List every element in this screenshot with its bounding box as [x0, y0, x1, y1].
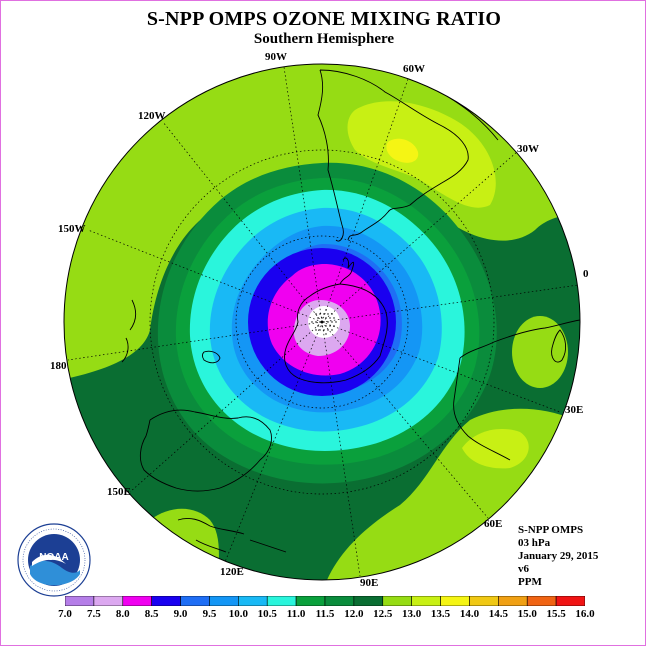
colorbar-tick-label: 7.0 [58, 608, 72, 620]
south-america-coast [317, 69, 469, 242]
map-title: S-NPP OMPS OZONE MIXING RATIO [146, 8, 502, 30]
band-13-0-top [347, 101, 496, 208]
info-date: January 29, 2015 [518, 550, 599, 562]
indonesia-coast [177, 517, 287, 553]
graticule [67, 66, 579, 577]
lon-label-180: 180 [50, 360, 67, 372]
colorbar-tick-label: 12.0 [344, 608, 364, 620]
colorbar-swatch [353, 596, 384, 606]
colorbar-tick-label: 10.5 [257, 608, 277, 620]
info-block: S-NPP OMPS 03 hPa January 29, 2015 v6 PP… [518, 524, 598, 589]
africa-coast [453, 319, 580, 461]
colorbar-tick-label: 15.5 [546, 608, 566, 620]
colorbar-swatch [469, 596, 499, 606]
colorbar-swatch [382, 596, 412, 606]
map-subtitle: Southern Hemisphere [253, 31, 395, 47]
colorbar-swatch [324, 596, 355, 606]
colorbar-swatch [555, 596, 585, 606]
colorbar-swatch [122, 596, 152, 606]
colorbar [65, 596, 585, 606]
colorbar-swatch [209, 596, 239, 606]
colorbar-swatch [65, 596, 95, 606]
colorbar-swatch [411, 596, 441, 606]
colorbar-swatch [151, 596, 181, 606]
colorbar-tick-label: 14.0 [459, 608, 480, 620]
lon-label-150e: 150E [107, 486, 131, 498]
madagascar-coast [551, 329, 567, 363]
info-units: PPM [518, 576, 542, 588]
colorbar-swatch [440, 596, 470, 606]
lon-label-90e: 90E [360, 577, 379, 589]
polar-gap-dots [311, 309, 337, 335]
colorbar-swatch [238, 596, 268, 606]
australia-coast [139, 409, 272, 492]
colorbar-tick-label: 13.0 [402, 608, 422, 620]
colorbar-tick-label: 10.0 [228, 608, 248, 620]
lon-label-30e: 30E [565, 404, 584, 416]
colorbar-tick-label: 14.5 [488, 608, 508, 620]
antarctic-peninsula [339, 257, 355, 285]
lon-label-120e: 120E [220, 566, 244, 578]
noaa-logo-text: NOAA [39, 552, 68, 563]
band-12-5-east [512, 316, 568, 388]
lon-label-120w: 120W [138, 110, 166, 122]
colorbar-swatch [266, 596, 297, 606]
lon-label-30w: 30W [517, 143, 539, 155]
coastlines [121, 69, 580, 553]
colorbar-tick-label: 13.5 [430, 608, 451, 620]
colorbar-tick-label: 9.5 [202, 608, 217, 620]
tasmania-coast [202, 350, 221, 364]
colorbar-tick-label: 8.0 [115, 608, 130, 620]
colorbar-tick-label: 8.5 [144, 608, 159, 620]
lon-label-0: 0 [583, 268, 589, 280]
colorbar-swatch [498, 596, 528, 606]
info-instrument: S-NPP OMPS [518, 524, 584, 536]
colorbar-tick-label: 9.0 [173, 608, 188, 620]
colorbar-tick-label: 7.5 [87, 608, 101, 620]
new-zealand-coast [121, 299, 137, 363]
band-12-5-outer [64, 64, 580, 380]
lon-label-60e: 60E [484, 518, 503, 530]
colorbar-tick-label: 11.0 [286, 608, 306, 620]
antarctica-coast [284, 283, 388, 384]
colorbar-swatch [180, 596, 210, 606]
noaa-logo: NOAA [17, 523, 91, 597]
colorbar-swatch [295, 596, 326, 606]
colorbar-tick-label: 16.0 [575, 608, 595, 620]
lon-label-60w: 60W [403, 63, 425, 75]
colorbar-swatch [526, 596, 557, 606]
info-version: v6 [518, 563, 529, 575]
colorbar-swatch [93, 596, 124, 606]
colorbar-tick-label: 12.5 [373, 608, 393, 620]
info-pressure-level: 03 hPa [518, 537, 551, 549]
lon-label-150w: 150W [58, 223, 86, 235]
colorbar-tick-label: 11.5 [315, 608, 335, 620]
colorbar-tick-label: 15.0 [517, 608, 537, 620]
band-13-0-southeast [462, 428, 529, 469]
lon-label-90w: 90W [265, 51, 287, 63]
map-boundary [63, 63, 581, 581]
band-13-5-top [386, 138, 419, 163]
